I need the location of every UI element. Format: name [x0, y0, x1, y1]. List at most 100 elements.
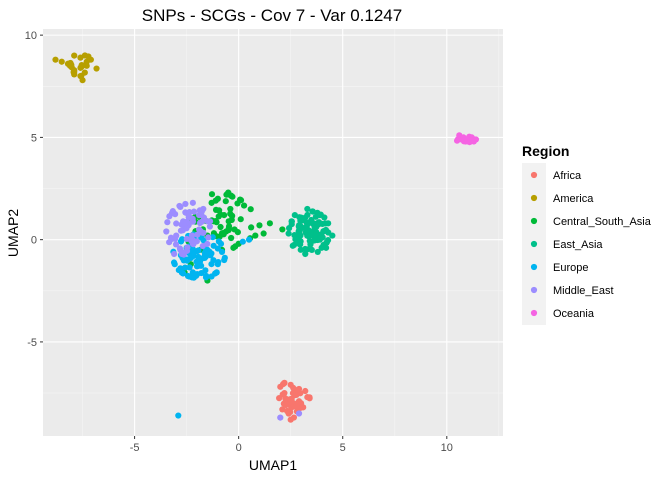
data-point-middle-east [182, 220, 189, 227]
data-point-europe [245, 236, 253, 243]
data-point-central-south-asia [234, 229, 241, 236]
legend-label-oceania: Oceania [553, 308, 595, 320]
data-point-europe [190, 252, 197, 260]
data-point-africa [302, 387, 309, 395]
data-point-east-asia [318, 244, 325, 251]
data-point-africa [276, 395, 283, 402]
data-point-east-asia [291, 232, 298, 239]
data-point-africa [283, 407, 291, 415]
legend-key-europe [530, 263, 538, 271]
data-point-central-south-asia [213, 219, 220, 226]
data-point-central-south-asia [225, 226, 232, 234]
y-axis-title: UMAP2 [5, 209, 21, 257]
x-tick-label: 10 [441, 442, 453, 454]
legend-key-africa [530, 171, 538, 179]
data-point-europe [175, 412, 182, 419]
data-point-europe [195, 253, 202, 261]
data-point-middle-east [194, 231, 201, 238]
legend-key-middle-east [530, 286, 538, 294]
data-point-middle-east [190, 208, 198, 215]
data-point-middle-east [167, 234, 175, 241]
plot-panel [43, 29, 503, 436]
data-point-america [71, 52, 78, 59]
legend-key-oceania [530, 309, 538, 317]
data-point-east-asia [325, 229, 332, 236]
y-axis: -5 0 5 10 [25, 30, 43, 349]
data-point-middle-east [277, 414, 284, 421]
data-point-america [68, 61, 75, 68]
data-point-east-asia [312, 213, 319, 220]
data-point-oceania [453, 137, 461, 144]
data-point-middle-east [206, 223, 214, 230]
data-point-middle-east [189, 199, 196, 206]
data-point-oceania [471, 136, 478, 143]
data-point-central-south-asia [237, 216, 244, 223]
data-point-middle-east [205, 234, 212, 241]
data-point-europe [184, 256, 191, 263]
data-point-africa [293, 391, 300, 399]
data-point-africa [290, 414, 298, 421]
legend-label-middle-east: Middle_East [553, 285, 614, 297]
data-point-africa [288, 395, 295, 402]
data-point-east-asia [315, 233, 322, 240]
data-point-africa [290, 384, 297, 391]
data-point-east-asia [285, 230, 292, 237]
data-point-east-asia [298, 214, 305, 221]
data-point-east-asia [303, 223, 310, 230]
y-tick-label: 0 [31, 235, 37, 247]
data-point-middle-east [176, 202, 183, 210]
data-point-east-asia [324, 237, 332, 244]
data-point-middle-east [186, 209, 193, 216]
data-point-east-asia [290, 241, 298, 249]
data-point-america [82, 61, 89, 69]
data-point-europe [198, 269, 205, 277]
legend-label-east-asia: East_Asia [553, 239, 603, 251]
data-point-central-south-asia [223, 191, 230, 198]
data-point-middle-east [189, 215, 196, 222]
data-point-america [85, 53, 92, 60]
data-point-east-asia [304, 205, 311, 213]
data-point-middle-east [295, 410, 303, 417]
legend-items: Africa America Central_South_Asia East_Asia… [530, 170, 652, 320]
data-point-east-asia [306, 228, 314, 235]
legend-key-america [530, 194, 538, 202]
data-point-europe [205, 248, 212, 256]
data-point-europe [214, 245, 221, 252]
data-point-america [81, 69, 88, 76]
grid-major [43, 29, 503, 436]
legend-key-central-south-asia [530, 217, 538, 225]
data-point-europe [218, 248, 226, 256]
data-point-america [52, 56, 59, 63]
data-point-europe [239, 238, 246, 245]
data-point-middle-east [206, 218, 214, 225]
y-tick-label: 5 [31, 132, 37, 144]
data-point-oceania [461, 136, 468, 143]
y-tick-label: -5 [27, 337, 37, 349]
data-point-east-asia [317, 211, 324, 218]
data-point-central-south-asia [228, 234, 235, 242]
data-point-europe [195, 247, 202, 254]
legend-label-africa: Africa [553, 170, 582, 182]
data-point-europe [203, 272, 210, 280]
data-point-central-south-asia [256, 222, 263, 229]
data-point-europe [177, 238, 185, 245]
data-point-europe [170, 259, 178, 266]
data-point-central-south-asia [248, 224, 255, 231]
x-axis: -5 0 5 10 [130, 436, 453, 454]
data-point-east-asia [309, 208, 316, 215]
data-point-europe [190, 274, 197, 281]
legend-label-central-south-asia: Central_South_Asia [553, 216, 652, 228]
x-tick-label: 5 [340, 442, 346, 454]
data-point-europe [202, 253, 209, 260]
data-point-east-asia [310, 237, 317, 244]
data-point-central-south-asia [212, 206, 220, 213]
data-point-middle-east [184, 244, 191, 251]
data-point-europe [215, 258, 222, 266]
data-point-america [58, 58, 65, 65]
data-point-middle-east [164, 219, 171, 226]
data-point-central-south-asia [212, 197, 219, 204]
data-point-africa [282, 395, 289, 402]
data-point-middle-east [198, 208, 205, 215]
data-point-east-asia [314, 248, 321, 256]
data-point-middle-east [179, 249, 186, 256]
